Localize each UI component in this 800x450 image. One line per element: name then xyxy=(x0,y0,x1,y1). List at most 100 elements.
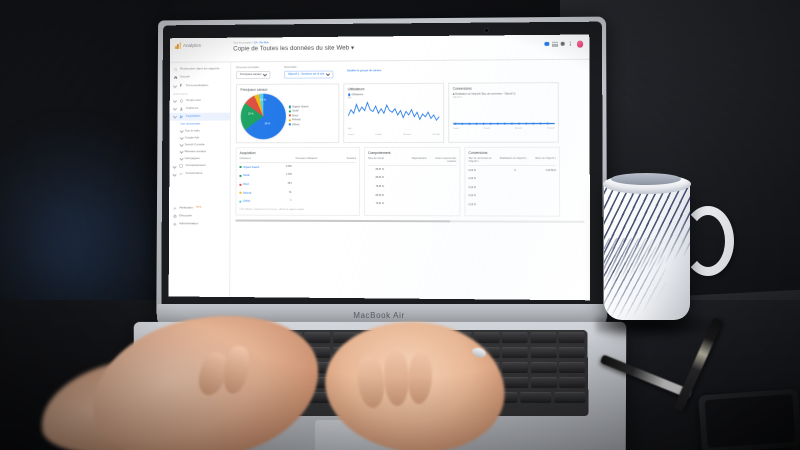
horizontal-scrollbar[interactable] xyxy=(235,219,585,223)
table-row[interactable]: 0,00 % xyxy=(468,200,556,209)
customization-icon xyxy=(180,84,184,88)
admin-gear-icon xyxy=(173,222,177,226)
column-header[interactable]: Utilisateurs xyxy=(239,157,251,160)
column-header[interactable]: Sessions xyxy=(346,157,357,160)
x-tick: 22 avril xyxy=(432,133,440,136)
sidebar-item-administration[interactable]: Administration xyxy=(169,220,230,228)
sidebar-label: Découvrir xyxy=(179,213,193,218)
cell-value: 5 850 xyxy=(285,165,292,168)
sidebar-item-comportement[interactable]: Comportement xyxy=(169,162,229,170)
table-row[interactable]: 0,00 % xyxy=(468,192,556,201)
x-tick: 1 avril xyxy=(347,134,354,137)
goal-select[interactable]: Objectif 1 : Sessions sur le site xyxy=(284,70,334,79)
table-row[interactable]: Referral 61 xyxy=(239,189,356,198)
sidebar-label: Administration xyxy=(179,221,199,226)
analytics-logo[interactable]: Analytics xyxy=(174,42,231,50)
sidebar-label: Acquisition xyxy=(185,113,201,118)
column-header[interactable]: Pages/session xyxy=(411,157,427,160)
apps-grid-icon[interactable] xyxy=(552,41,558,47)
sidebar-label: Comportement xyxy=(185,163,206,168)
sidebar-label: Temps réel xyxy=(185,97,201,102)
column-header[interactable]: Réalisations de l'objectif 1 xyxy=(499,157,527,160)
channel-name: Referral xyxy=(239,191,278,194)
pie-chart-area: 65 % 20 % 8,4 % Organic Search Social Di… xyxy=(240,93,335,140)
more-options-icon[interactable] xyxy=(569,41,574,47)
sidebar-item-campagnes[interactable]: Campagnes xyxy=(169,155,229,162)
sidebar-item-decouvrir[interactable]: Découvrir xyxy=(169,212,229,220)
sidebar-item-audience[interactable]: Audience xyxy=(170,104,230,112)
search-placeholder: Rechercher dans les rapports xyxy=(179,66,220,71)
column-header[interactable]: Taux de rebond xyxy=(368,157,384,160)
legend-item: Direct xyxy=(288,114,308,117)
conversions-line-svg xyxy=(453,97,555,128)
conversions-icon xyxy=(179,172,183,176)
help-icon[interactable] xyxy=(560,41,566,47)
goal-chip-label: Objectif 1 : Sessions sur le site xyxy=(287,72,325,76)
chevron-down-icon xyxy=(262,72,267,77)
table-row[interactable]: Social 1 535 xyxy=(239,172,356,181)
sidebar-item-acquisition[interactable]: Acquisition xyxy=(169,112,231,121)
table-row[interactable]: 78,36 % xyxy=(368,183,456,192)
table-row[interactable]: (Other) 1 xyxy=(239,197,356,206)
users-card-title: Utilisateurs xyxy=(347,86,365,91)
table-row[interactable]: Direct 564 xyxy=(239,180,356,189)
sidebar-sub-label: Tout le trafic xyxy=(184,128,200,133)
x-tick: 8 avril xyxy=(375,133,382,136)
column-header[interactable]: Valeur de l'objectif 1 xyxy=(534,157,556,160)
secondary-dimension-group: Secondaire : Objectif 1 : Sessions sur l… xyxy=(284,65,334,79)
users-line-plot[interactable]: 400 200 xyxy=(348,97,440,133)
laptop-screen: Analytics Tous les comptes > GA - Site W… xyxy=(168,34,591,301)
channel-name: Social xyxy=(239,174,279,177)
chevron-right-icon xyxy=(179,149,184,154)
primary-dimension-select[interactable]: Principaux canaux xyxy=(236,70,271,79)
table-row[interactable]: 0,00 % xyxy=(468,183,556,192)
search-icon xyxy=(174,68,178,72)
sidebar-item-attribution[interactable]: Attribution BÊTA xyxy=(169,204,229,212)
table-row[interactable]: 0,00 % 0 0,00 $US xyxy=(468,166,555,175)
table-row[interactable]: 0,00 % xyxy=(468,175,556,184)
sidebar-sub-label: Réseaux sociaux xyxy=(184,149,207,154)
coffee-mug xyxy=(596,173,734,338)
column-header[interactable]: Nouveaux utilisateurs xyxy=(295,157,318,160)
cell-value: 83,87 % xyxy=(375,168,384,171)
edit-channel-grouping-link[interactable]: Modifier le groupe de canaux xyxy=(347,69,382,73)
channels-card-title: Principaux canaux xyxy=(240,87,268,92)
acquisition-table: Acquisition Utilisateurs Nouveaux utilis… xyxy=(235,146,361,216)
home-icon xyxy=(174,76,178,80)
summary-cards: Principaux canaux 65 % 20 % 8,4 % Organi… xyxy=(235,81,585,144)
sidebar-label: Audience xyxy=(185,105,199,110)
column-header[interactable]: Taux de conversion de l'objectif 1 xyxy=(468,157,492,163)
table-row[interactable]: 80,63 % xyxy=(368,174,456,183)
chevron-down-icon[interactable]: ▾ xyxy=(350,44,355,52)
sidebar-item-conversions[interactable]: Conversions xyxy=(169,170,229,178)
secondary-dimension-label: Secondaire : xyxy=(284,65,298,69)
mug-stripe-pattern-lower xyxy=(604,238,666,318)
channels-pie-chart[interactable]: 65 % 20 % 8,4 % xyxy=(240,93,286,140)
table-row[interactable]: 83,87 % xyxy=(368,166,456,175)
mug-interior xyxy=(611,173,681,185)
cell-value: 61 xyxy=(289,191,292,194)
table-row[interactable]: 80,45 % xyxy=(368,192,456,201)
column-header[interactable]: Durée moyenne des sessions xyxy=(435,157,457,163)
sidebar-item-temps-reel[interactable]: Temps réel xyxy=(170,96,230,104)
conversions-table: Conversions Taux de conversion de l'obje… xyxy=(464,146,561,217)
header-icons xyxy=(544,39,584,48)
conversions-chart-card: Conversions ◆ Réalisation de l'objectif … xyxy=(448,81,559,143)
notifications-icon[interactable] xyxy=(544,41,550,47)
sidebar-item-reseaux-sociaux[interactable]: Réseaux sociaux xyxy=(169,148,229,155)
table-row[interactable]: Organic Search 5 850 xyxy=(239,163,357,172)
user-avatar[interactable] xyxy=(576,40,584,48)
mug-body xyxy=(604,180,690,320)
legend-label: (Other) xyxy=(292,122,300,126)
secondary-dimension-chips: Objectif 1 : Sessions sur le site xyxy=(284,70,334,79)
chevron-right-icon xyxy=(179,142,184,148)
legend-label: Direct xyxy=(292,114,299,118)
conversions-line-plot[interactable]: 100,00 % 0,00 % xyxy=(452,97,555,128)
page-title[interactable]: Copie de Toutes les données du site Web … xyxy=(233,42,545,52)
table-row[interactable]: 73,61 % xyxy=(368,200,456,209)
page-title-text: Copie de Toutes les données du site Web xyxy=(233,44,350,52)
sidebar-label: Conversions xyxy=(185,171,203,176)
channel-name: Organic Search xyxy=(239,166,279,169)
channel-name: Direct xyxy=(239,183,278,186)
cell-value: 78,36 % xyxy=(375,185,384,188)
